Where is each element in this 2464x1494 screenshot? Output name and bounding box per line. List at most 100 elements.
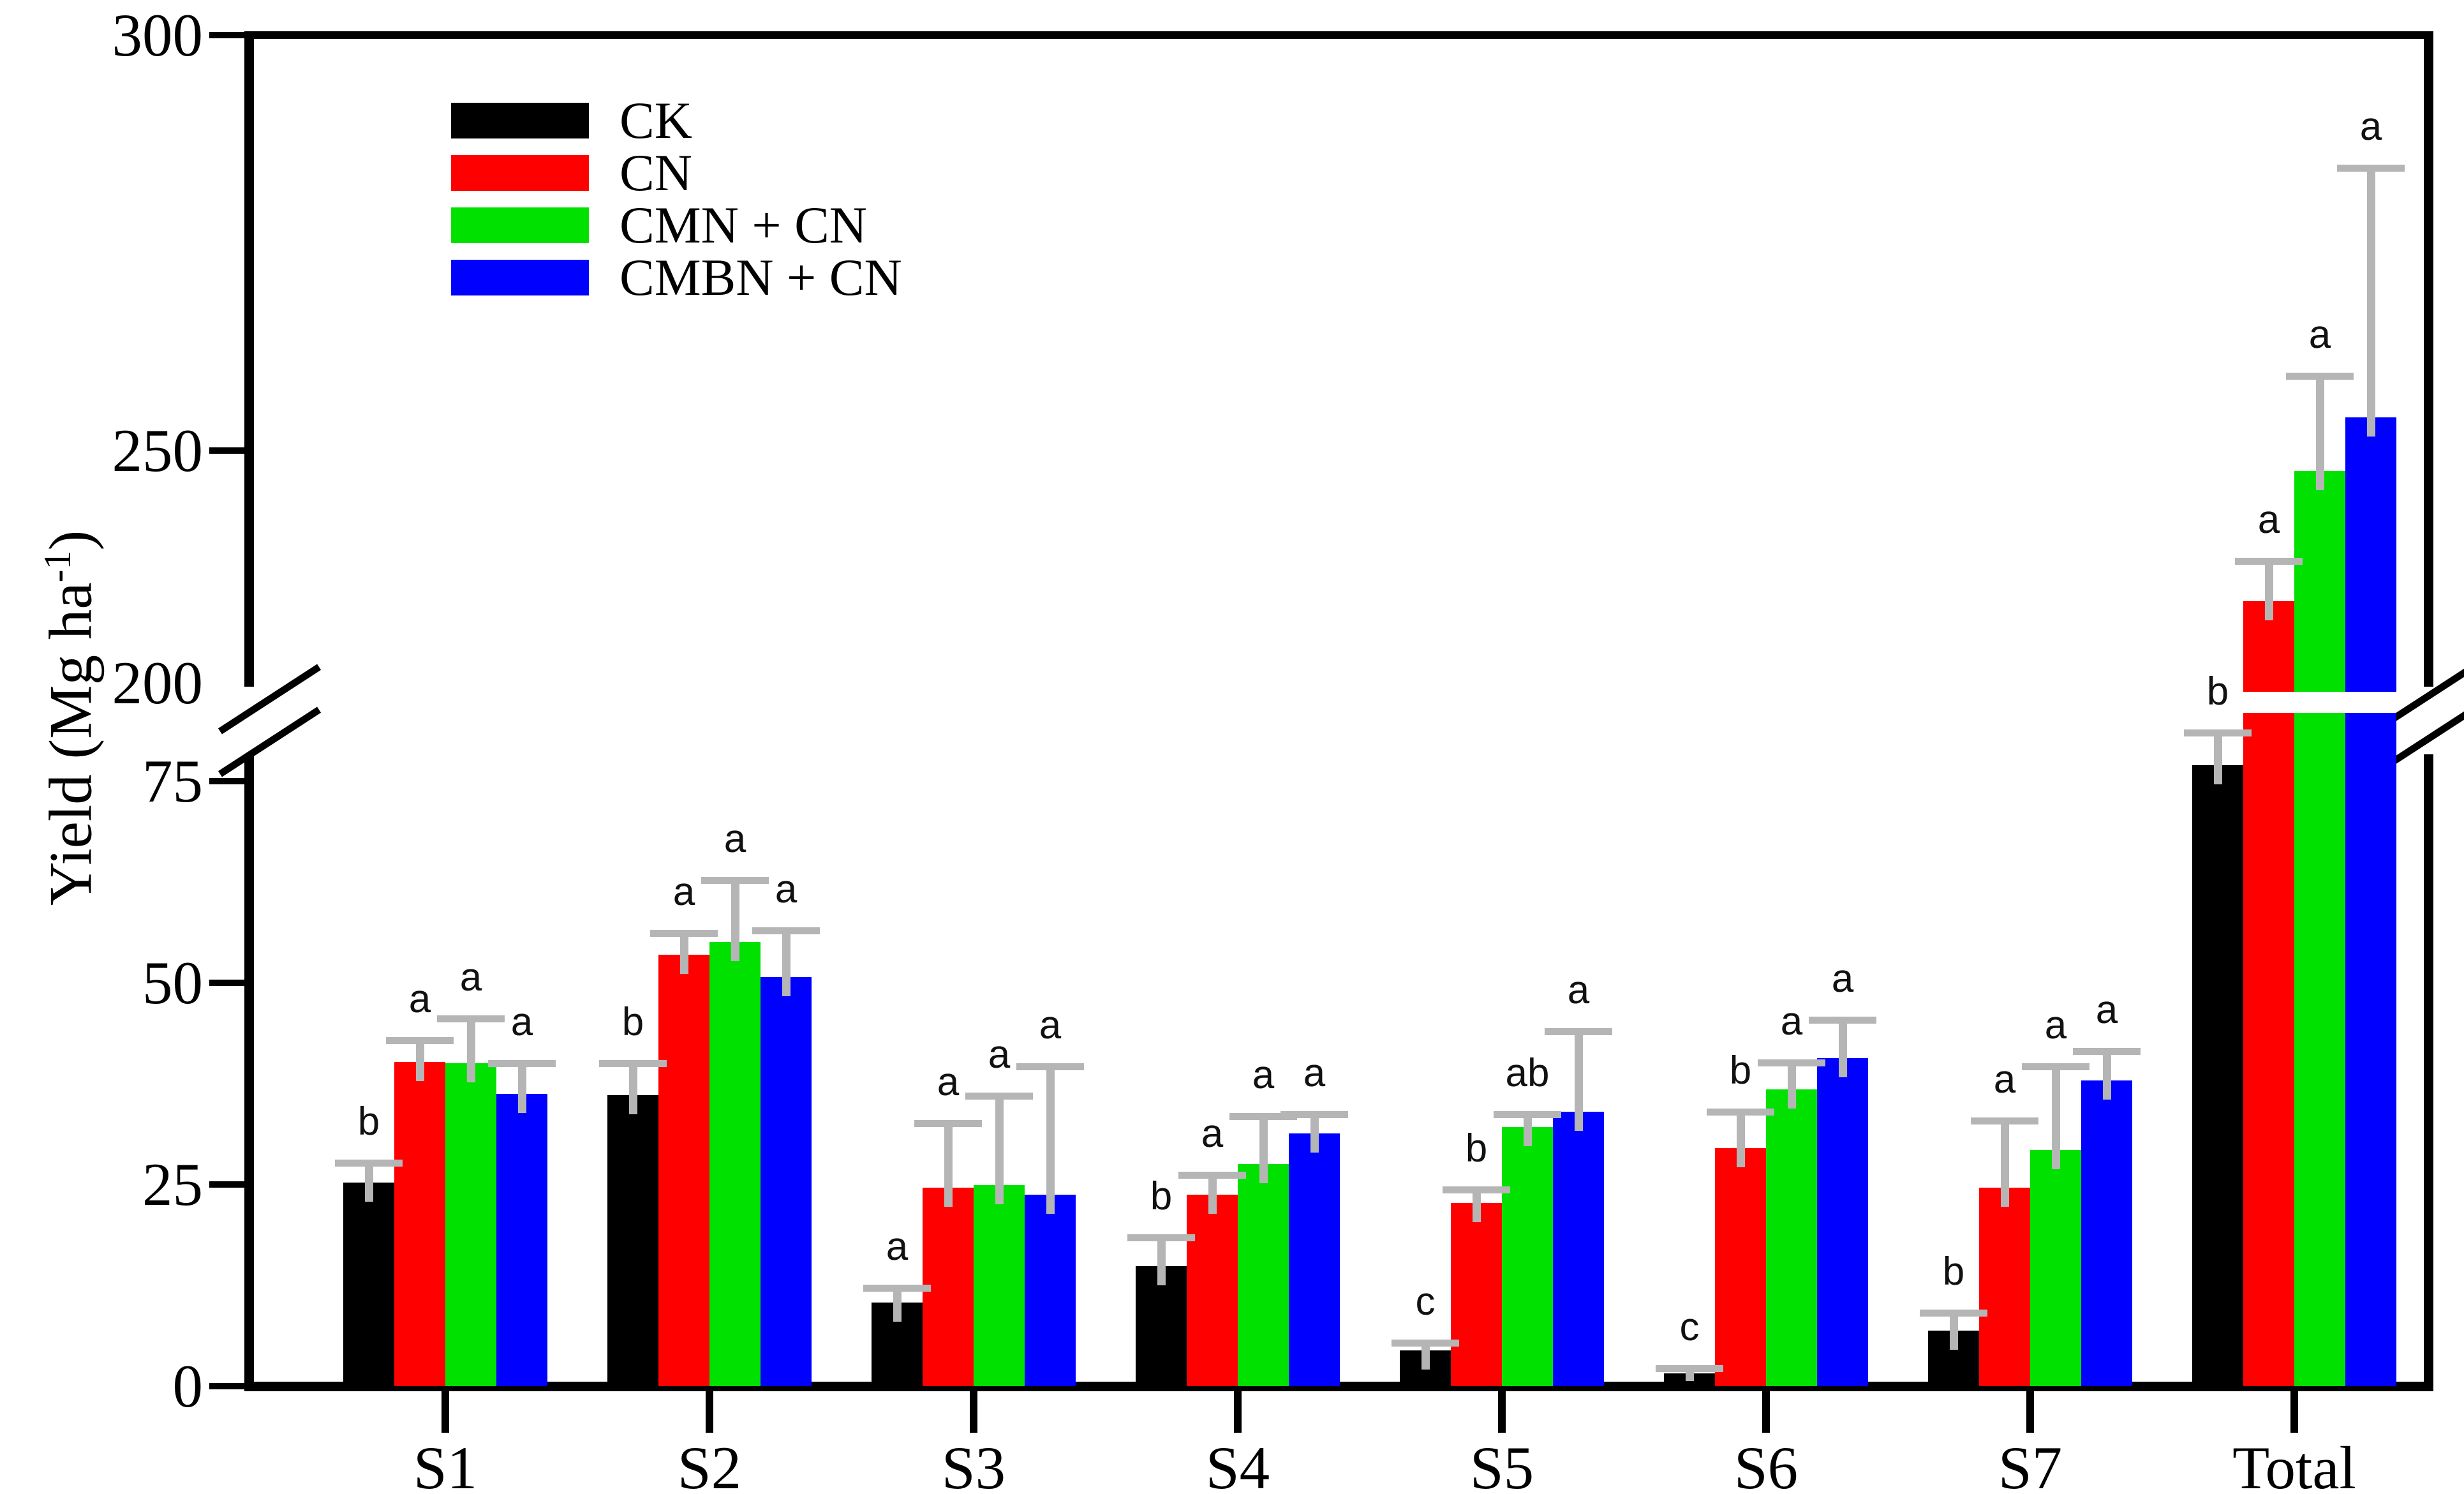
sig-letter: a [724, 817, 746, 862]
bar-S5-CN [1451, 1203, 1502, 1386]
error-bar-stem [1575, 1031, 1583, 1132]
bar-Total-CK [2192, 765, 2243, 1386]
bar-S6-CMBN+CN [1817, 1057, 1868, 1386]
x-tick-mark [706, 1391, 713, 1433]
error-bar-cap [1178, 1171, 1246, 1179]
bar-S4-CK [1136, 1266, 1187, 1386]
error-bar-stem [1737, 1112, 1745, 1168]
bar-S5-CMN+CN [1502, 1127, 1553, 1386]
y-tick-label: 250 [112, 417, 204, 484]
y-axis-break-gap-left [244, 687, 255, 754]
y-tick-mark [209, 1181, 244, 1188]
sig-letter: a [2257, 498, 2280, 542]
sig-letter: a [459, 955, 482, 999]
error-bar-cap [650, 929, 718, 937]
x-tick-mark [442, 1391, 449, 1433]
bar-S7-CMN+CN [2030, 1149, 2081, 1386]
sig-letter: a [1831, 957, 1854, 1001]
error-bar-cap [1494, 1111, 1561, 1119]
error-bar-stem [629, 1063, 637, 1114]
error-bar-cap [437, 1015, 505, 1022]
sig-letter: a [510, 1000, 533, 1045]
bar-S3-CMBN+CN [1025, 1195, 1076, 1386]
legend-item-CMBN+CN: CMBN + CN [451, 251, 902, 304]
y-tick-mark [209, 980, 244, 986]
error-bar-stem [1310, 1114, 1319, 1153]
sig-letter: a [1567, 967, 1590, 1012]
y-tick-label: 200 [112, 649, 204, 717]
sig-letter: a [2308, 312, 2331, 357]
error-bar-stem [731, 880, 739, 961]
bar-S2-CN [658, 954, 709, 1386]
error-bar-stem [1259, 1116, 1268, 1184]
legend-item-CMN+CN: CMN + CN [451, 199, 867, 251]
bar-S6-CMN+CN [1766, 1089, 1817, 1386]
error-bar-stem [2001, 1121, 2009, 1207]
sig-letter: a [988, 1032, 1011, 1077]
legend-swatch [451, 207, 589, 243]
x-tick-mark [1234, 1391, 1242, 1433]
y-tick-label: 50 [142, 949, 203, 1017]
bar-S4-CMN+CN [1238, 1164, 1289, 1386]
error-bar-stem [1157, 1237, 1166, 1285]
error-bar-stem [2367, 168, 2375, 437]
bar-S1-CN [394, 1061, 445, 1386]
bar-S4-CMBN+CN [1289, 1133, 1340, 1386]
legend-swatch [451, 155, 589, 191]
sig-letter: a [937, 1059, 960, 1104]
bar-S7-CN [1979, 1188, 2030, 1386]
error-bar-cap [1809, 1017, 1876, 1024]
sig-letter: b [357, 1099, 380, 1144]
category-label-S2: S2 [677, 1434, 742, 1494]
category-label-Total: Total [2232, 1434, 2356, 1494]
sig-letter: ab [1505, 1051, 1550, 1096]
error-bar-cap [914, 1119, 982, 1127]
error-bar-cap [1280, 1111, 1348, 1119]
sig-letter: c [1679, 1305, 1700, 1350]
error-bar-stem [2052, 1066, 2060, 1169]
sig-letter: a [1201, 1111, 1224, 1156]
bar-Total-CN [2243, 713, 2294, 1386]
error-bar-stem [995, 1095, 1004, 1205]
bar-S3-CMN+CN [974, 1185, 1025, 1386]
error-bar-cap [488, 1060, 556, 1068]
error-bar-cap [701, 877, 769, 885]
x-tick-mark [1762, 1391, 1770, 1433]
error-bar-stem [1788, 1063, 1796, 1109]
category-label-S1: S1 [413, 1434, 478, 1494]
legend-label: CMBN + CN [620, 248, 902, 306]
bar-Total-CMN+CN [2294, 470, 2345, 692]
axis-break-band [254, 692, 2424, 713]
error-bar-cap [599, 1060, 667, 1068]
legend-label: CMN + CN [620, 196, 867, 254]
bar-Total-CMN+CN [2294, 713, 2345, 1386]
sig-letter: b [2206, 669, 2229, 714]
error-bar-cap [1707, 1109, 1774, 1116]
error-bar-cap [2022, 1063, 2089, 1071]
sig-letter: b [621, 1000, 644, 1045]
y-tick-mark [209, 447, 244, 454]
x-tick-mark [2290, 1391, 2298, 1433]
bar-S6-CN [1715, 1148, 1766, 1386]
error-bar-cap [1656, 1365, 1723, 1373]
error-bar-stem [1473, 1189, 1481, 1223]
error-bar-stem [2214, 733, 2222, 784]
legend-label: CK [620, 91, 692, 149]
error-bar-cap [2235, 558, 2303, 565]
legend-swatch [451, 103, 589, 138]
error-bar-stem [2316, 375, 2324, 490]
x-tick-mark [1498, 1391, 1506, 1433]
y-tick-label: 0 [172, 1352, 204, 1420]
sig-letter: a [1252, 1052, 1275, 1097]
error-bar-stem [1421, 1342, 1430, 1370]
error-bar-cap [1971, 1117, 2038, 1125]
sig-letter: a [672, 869, 695, 914]
category-label-S6: S6 [1733, 1434, 1799, 1494]
legend-swatch [451, 260, 589, 295]
bar-S1-CK [343, 1183, 394, 1386]
sig-letter: a [408, 976, 431, 1021]
error-bar-cap [1545, 1027, 1612, 1035]
bar-S7-CMBN+CN [2081, 1080, 2132, 1386]
x-tick-mark [2026, 1391, 2034, 1433]
error-bar-cap [1229, 1112, 1297, 1120]
